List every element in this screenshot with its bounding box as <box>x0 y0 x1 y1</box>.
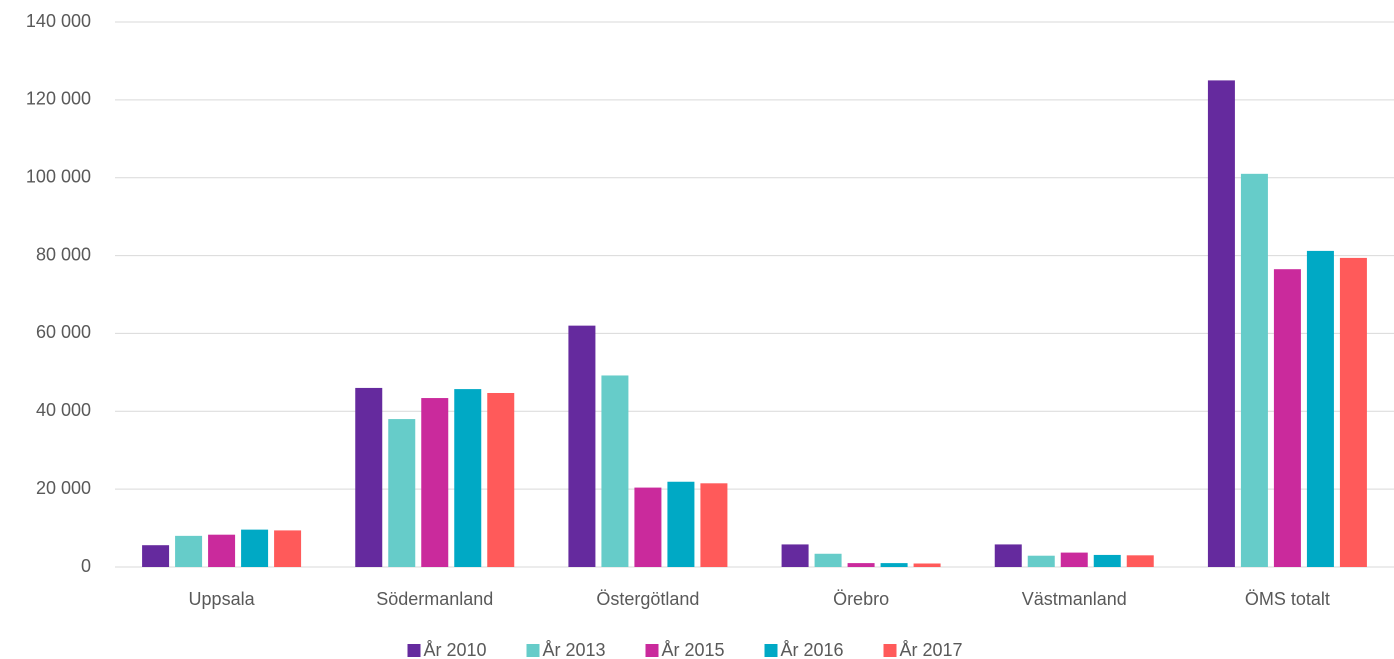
y-tick-label: 140 000 <box>26 11 91 31</box>
bar <box>1240 173 1268 568</box>
bar <box>1027 555 1055 567</box>
bar <box>1207 80 1235 568</box>
bar <box>1060 552 1088 567</box>
bar <box>487 392 515 567</box>
bar <box>388 419 416 567</box>
y-tick-label: 120 000 <box>26 89 91 109</box>
bar <box>994 544 1022 567</box>
legend-label: År 2015 <box>662 640 725 659</box>
bar <box>175 535 203 567</box>
legend-swatch <box>645 644 659 657</box>
x-tick-label: Uppsala <box>189 589 256 609</box>
bar <box>241 529 269 567</box>
bar <box>568 325 596 567</box>
bar <box>634 487 662 567</box>
y-tick-label: 0 <box>81 556 91 576</box>
bar <box>700 483 728 567</box>
legend-swatch <box>883 644 897 657</box>
bar <box>421 398 449 567</box>
bar <box>880 563 908 567</box>
bar <box>1126 555 1154 567</box>
legend-swatch <box>526 644 540 657</box>
bar <box>142 545 170 567</box>
bar <box>274 530 302 567</box>
bar <box>601 375 629 567</box>
legend-label: År 2013 <box>543 640 606 659</box>
x-tick-label: Örebro <box>833 589 889 609</box>
bar <box>1306 250 1334 567</box>
y-tick-label: 80 000 <box>36 244 91 264</box>
x-tick-label: Östergötland <box>596 589 699 609</box>
x-tick-label: Västmanland <box>1022 589 1127 609</box>
bar <box>847 563 875 567</box>
bar <box>355 387 383 567</box>
bar <box>781 544 809 567</box>
legend-label: År 2010 <box>424 640 487 659</box>
bar <box>913 563 941 567</box>
legend-label: År 2017 <box>900 640 963 659</box>
x-tick-label: Södermanland <box>376 589 493 609</box>
legend-label: År 2016 <box>781 640 844 659</box>
bar <box>208 534 236 567</box>
bar <box>667 481 695 567</box>
y-tick-label: 20 000 <box>36 478 91 498</box>
y-tick-label: 100 000 <box>26 166 91 186</box>
bar <box>1339 257 1367 567</box>
bar <box>1273 269 1301 567</box>
y-tick-label: 40 000 <box>36 400 91 420</box>
bar <box>1093 554 1121 567</box>
bar <box>454 389 482 567</box>
y-tick-label: 60 000 <box>36 322 91 342</box>
bar <box>814 553 842 567</box>
x-tick-label: ÖMS totalt <box>1245 589 1330 609</box>
legend-swatch <box>764 644 778 657</box>
legend-swatch <box>407 644 421 657</box>
